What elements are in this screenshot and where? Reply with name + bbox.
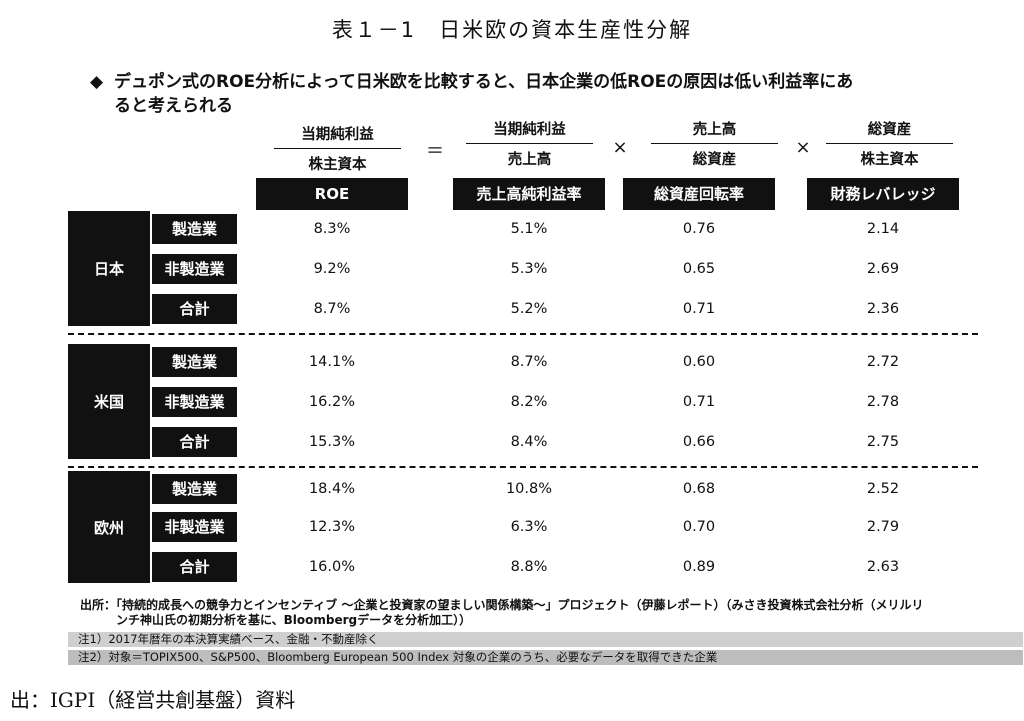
cell-roe: 16.0% xyxy=(308,559,356,575)
cell-leverage: 2.69 xyxy=(866,261,900,277)
cell-roe: 15.3% xyxy=(308,434,356,450)
cell-roe: 8.7% xyxy=(313,301,351,317)
cell-roe: 14.1% xyxy=(308,354,356,370)
cell-roe: 12.3% xyxy=(308,519,356,535)
fraction-denominator: 売上高 xyxy=(507,152,552,168)
category-label: 合計 xyxy=(152,294,237,324)
cell-margin: 8.4% xyxy=(510,434,548,450)
cell-leverage: 2.75 xyxy=(866,434,900,450)
fraction-rule xyxy=(651,143,778,144)
header-margin: 売上高純利益率 xyxy=(453,178,605,210)
category-label: 非製造業 xyxy=(152,254,237,284)
source-line-2: ンチ神山氏の初期分析を基に、Bloombergデータを分析加工）） xyxy=(116,613,472,627)
fraction-denominator: 株主資本 xyxy=(308,157,367,173)
cell-turnover: 0.70 xyxy=(682,519,716,535)
cell-roe: 16.2% xyxy=(308,394,356,410)
cell-turnover: 0.71 xyxy=(682,301,716,317)
footnote-1: 注1）2017年暦年の本決算実績ベース、金融・不動産除く xyxy=(68,632,1023,647)
formula-margin: 当期純利益 売上高 xyxy=(462,118,597,169)
diamond-bullet-icon: ◆ xyxy=(90,72,104,92)
cell-turnover: 0.68 xyxy=(682,481,716,497)
cell-margin: 8.7% xyxy=(510,354,548,370)
cell-leverage: 2.52 xyxy=(866,481,900,497)
cell-margin: 8.8% xyxy=(510,559,548,575)
cell-turnover: 0.60 xyxy=(682,354,716,370)
cell-margin: 5.3% xyxy=(510,261,548,277)
cell-turnover: 0.71 xyxy=(682,394,716,410)
cell-roe: 8.3% xyxy=(313,221,351,237)
source-line-1: 出所：「持続的成長への競争力とインセンティブ ～企業と投資家の望ましい関係構築～… xyxy=(80,598,924,612)
figure-caption: 出：IGPI（経営共創基盤）資料 xyxy=(10,688,296,712)
cell-turnover: 0.89 xyxy=(682,559,716,575)
region-label-us: 米国 xyxy=(68,344,150,459)
equals-sign: ＝ xyxy=(426,141,444,162)
multiply-sign-1: × xyxy=(612,137,628,158)
fraction-numerator: 総資産 xyxy=(867,122,912,138)
fraction-numerator: 当期純利益 xyxy=(301,127,374,143)
category-label: 非製造業 xyxy=(152,387,237,417)
fraction-rule xyxy=(466,143,593,144)
source-note: 出所：「持続的成長への競争力とインセンティブ ～企業と投資家の望ましい関係構築～… xyxy=(80,598,1000,628)
cell-margin: 8.2% xyxy=(510,394,548,410)
summary-line-2: ると考えられる xyxy=(114,96,233,116)
cell-margin: 10.8% xyxy=(505,481,553,497)
region-label-europe: 欧州 xyxy=(68,471,150,583)
fraction-numerator: 売上高 xyxy=(692,122,737,138)
summary-line-1: デュポン式のROE分析によって日米欧を比較すると、日本企業の低ROEの原因は低い… xyxy=(114,72,854,92)
dashed-divider xyxy=(68,466,978,468)
cell-leverage: 2.14 xyxy=(866,221,900,237)
cell-leverage: 2.78 xyxy=(866,394,900,410)
table-title: 表１－1 日米欧の資本生産性分解 xyxy=(331,18,693,42)
cell-leverage: 2.36 xyxy=(866,301,900,317)
cell-turnover: 0.65 xyxy=(682,261,716,277)
category-label: 製造業 xyxy=(152,347,237,377)
formula-turnover: 売上高 総資産 xyxy=(647,118,782,169)
cell-turnover: 0.76 xyxy=(682,221,716,237)
header-roe: ROE xyxy=(256,178,408,210)
fraction-denominator: 総資産 xyxy=(692,152,737,168)
fraction-rule xyxy=(826,143,953,144)
dashed-divider xyxy=(68,333,978,335)
summary-bullet: ◆ デュポン式のROE分析によって日米欧を比較すると、日本企業の低ROEの原因は低… xyxy=(90,70,990,118)
category-label: 製造業 xyxy=(152,474,237,504)
formula-leverage: 総資産 株主資本 xyxy=(822,118,957,169)
category-label: 製造業 xyxy=(152,214,237,244)
category-label: 合計 xyxy=(152,427,237,457)
formula-roe: 当期純利益 株主資本 xyxy=(270,123,405,174)
header-leverage: 財務レバレッジ xyxy=(807,178,959,210)
cell-leverage: 2.79 xyxy=(866,519,900,535)
cell-leverage: 2.63 xyxy=(866,559,900,575)
category-label: 非製造業 xyxy=(152,512,237,542)
fraction-rule xyxy=(274,148,401,149)
cell-roe: 9.2% xyxy=(313,261,351,277)
header-turnover: 総資産回転率 xyxy=(623,178,775,210)
multiply-sign-2: × xyxy=(795,137,811,158)
fraction-denominator: 株主資本 xyxy=(860,152,919,168)
footnote-2: 注2）対象＝TOPIX500、S&P500、Bloomberg European… xyxy=(68,650,1023,665)
cell-margin: 5.1% xyxy=(510,221,548,237)
cell-margin: 5.2% xyxy=(510,301,548,317)
cell-roe: 18.4% xyxy=(308,481,356,497)
cell-leverage: 2.72 xyxy=(866,354,900,370)
fraction-numerator: 当期純利益 xyxy=(493,122,566,138)
cell-margin: 6.3% xyxy=(510,519,548,535)
category-label: 合計 xyxy=(152,552,237,582)
region-label-japan: 日本 xyxy=(68,211,150,326)
cell-turnover: 0.66 xyxy=(682,434,716,450)
